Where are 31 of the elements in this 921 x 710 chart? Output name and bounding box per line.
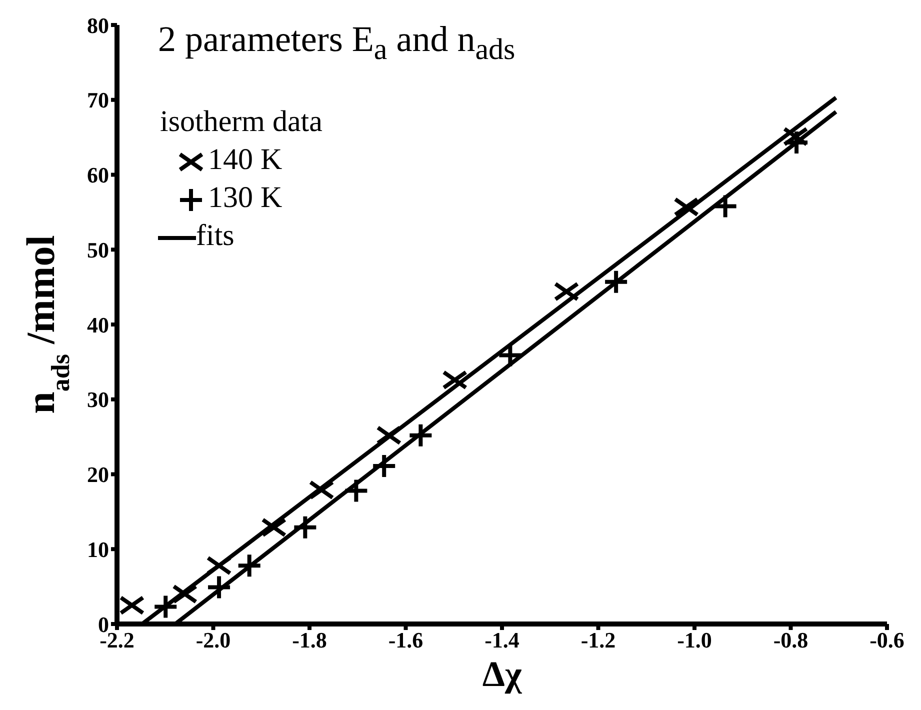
legend-label: 140 K — [208, 143, 282, 176]
legend-label: fits — [196, 219, 234, 252]
x-tick-label: -1.8 — [292, 628, 327, 653]
point — [308, 480, 335, 500]
point — [673, 197, 700, 217]
chart-title: 2 parameters E$_{a}$ and n$_{ads}$ — [158, 18, 516, 68]
x-tick-label: -1.0 — [677, 628, 712, 653]
point — [376, 426, 402, 446]
x-tick-label: -0.6 — [870, 628, 904, 653]
point — [442, 370, 468, 390]
y-tick-label: 80 — [87, 12, 109, 38]
y-tick-label: 20 — [87, 462, 109, 488]
x-tick-label: -2.0 — [196, 628, 231, 653]
y-tick-label: 60 — [87, 162, 109, 188]
point — [118, 596, 145, 615]
x-tick-label: -1.6 — [388, 628, 424, 653]
y-tick-label: 70 — [87, 88, 109, 113]
legend-title: isotherm data — [160, 104, 322, 140]
point — [553, 282, 580, 302]
point — [172, 584, 198, 604]
y-tick-label: 30 — [87, 387, 109, 412]
point — [260, 518, 287, 538]
y-tick-label: 40 — [87, 312, 109, 338]
x-tick-label: -1.4 — [484, 628, 520, 653]
y-tick-label: 50 — [87, 237, 109, 262]
y-tick-label: 10 — [87, 536, 109, 562]
x-tick-label: -1.2 — [580, 628, 616, 653]
x-axis-title: Δχ — [482, 654, 522, 694]
legend-label: 130 K — [208, 181, 282, 214]
point — [206, 556, 232, 576]
x-tick-label: -0.8 — [773, 628, 808, 653]
